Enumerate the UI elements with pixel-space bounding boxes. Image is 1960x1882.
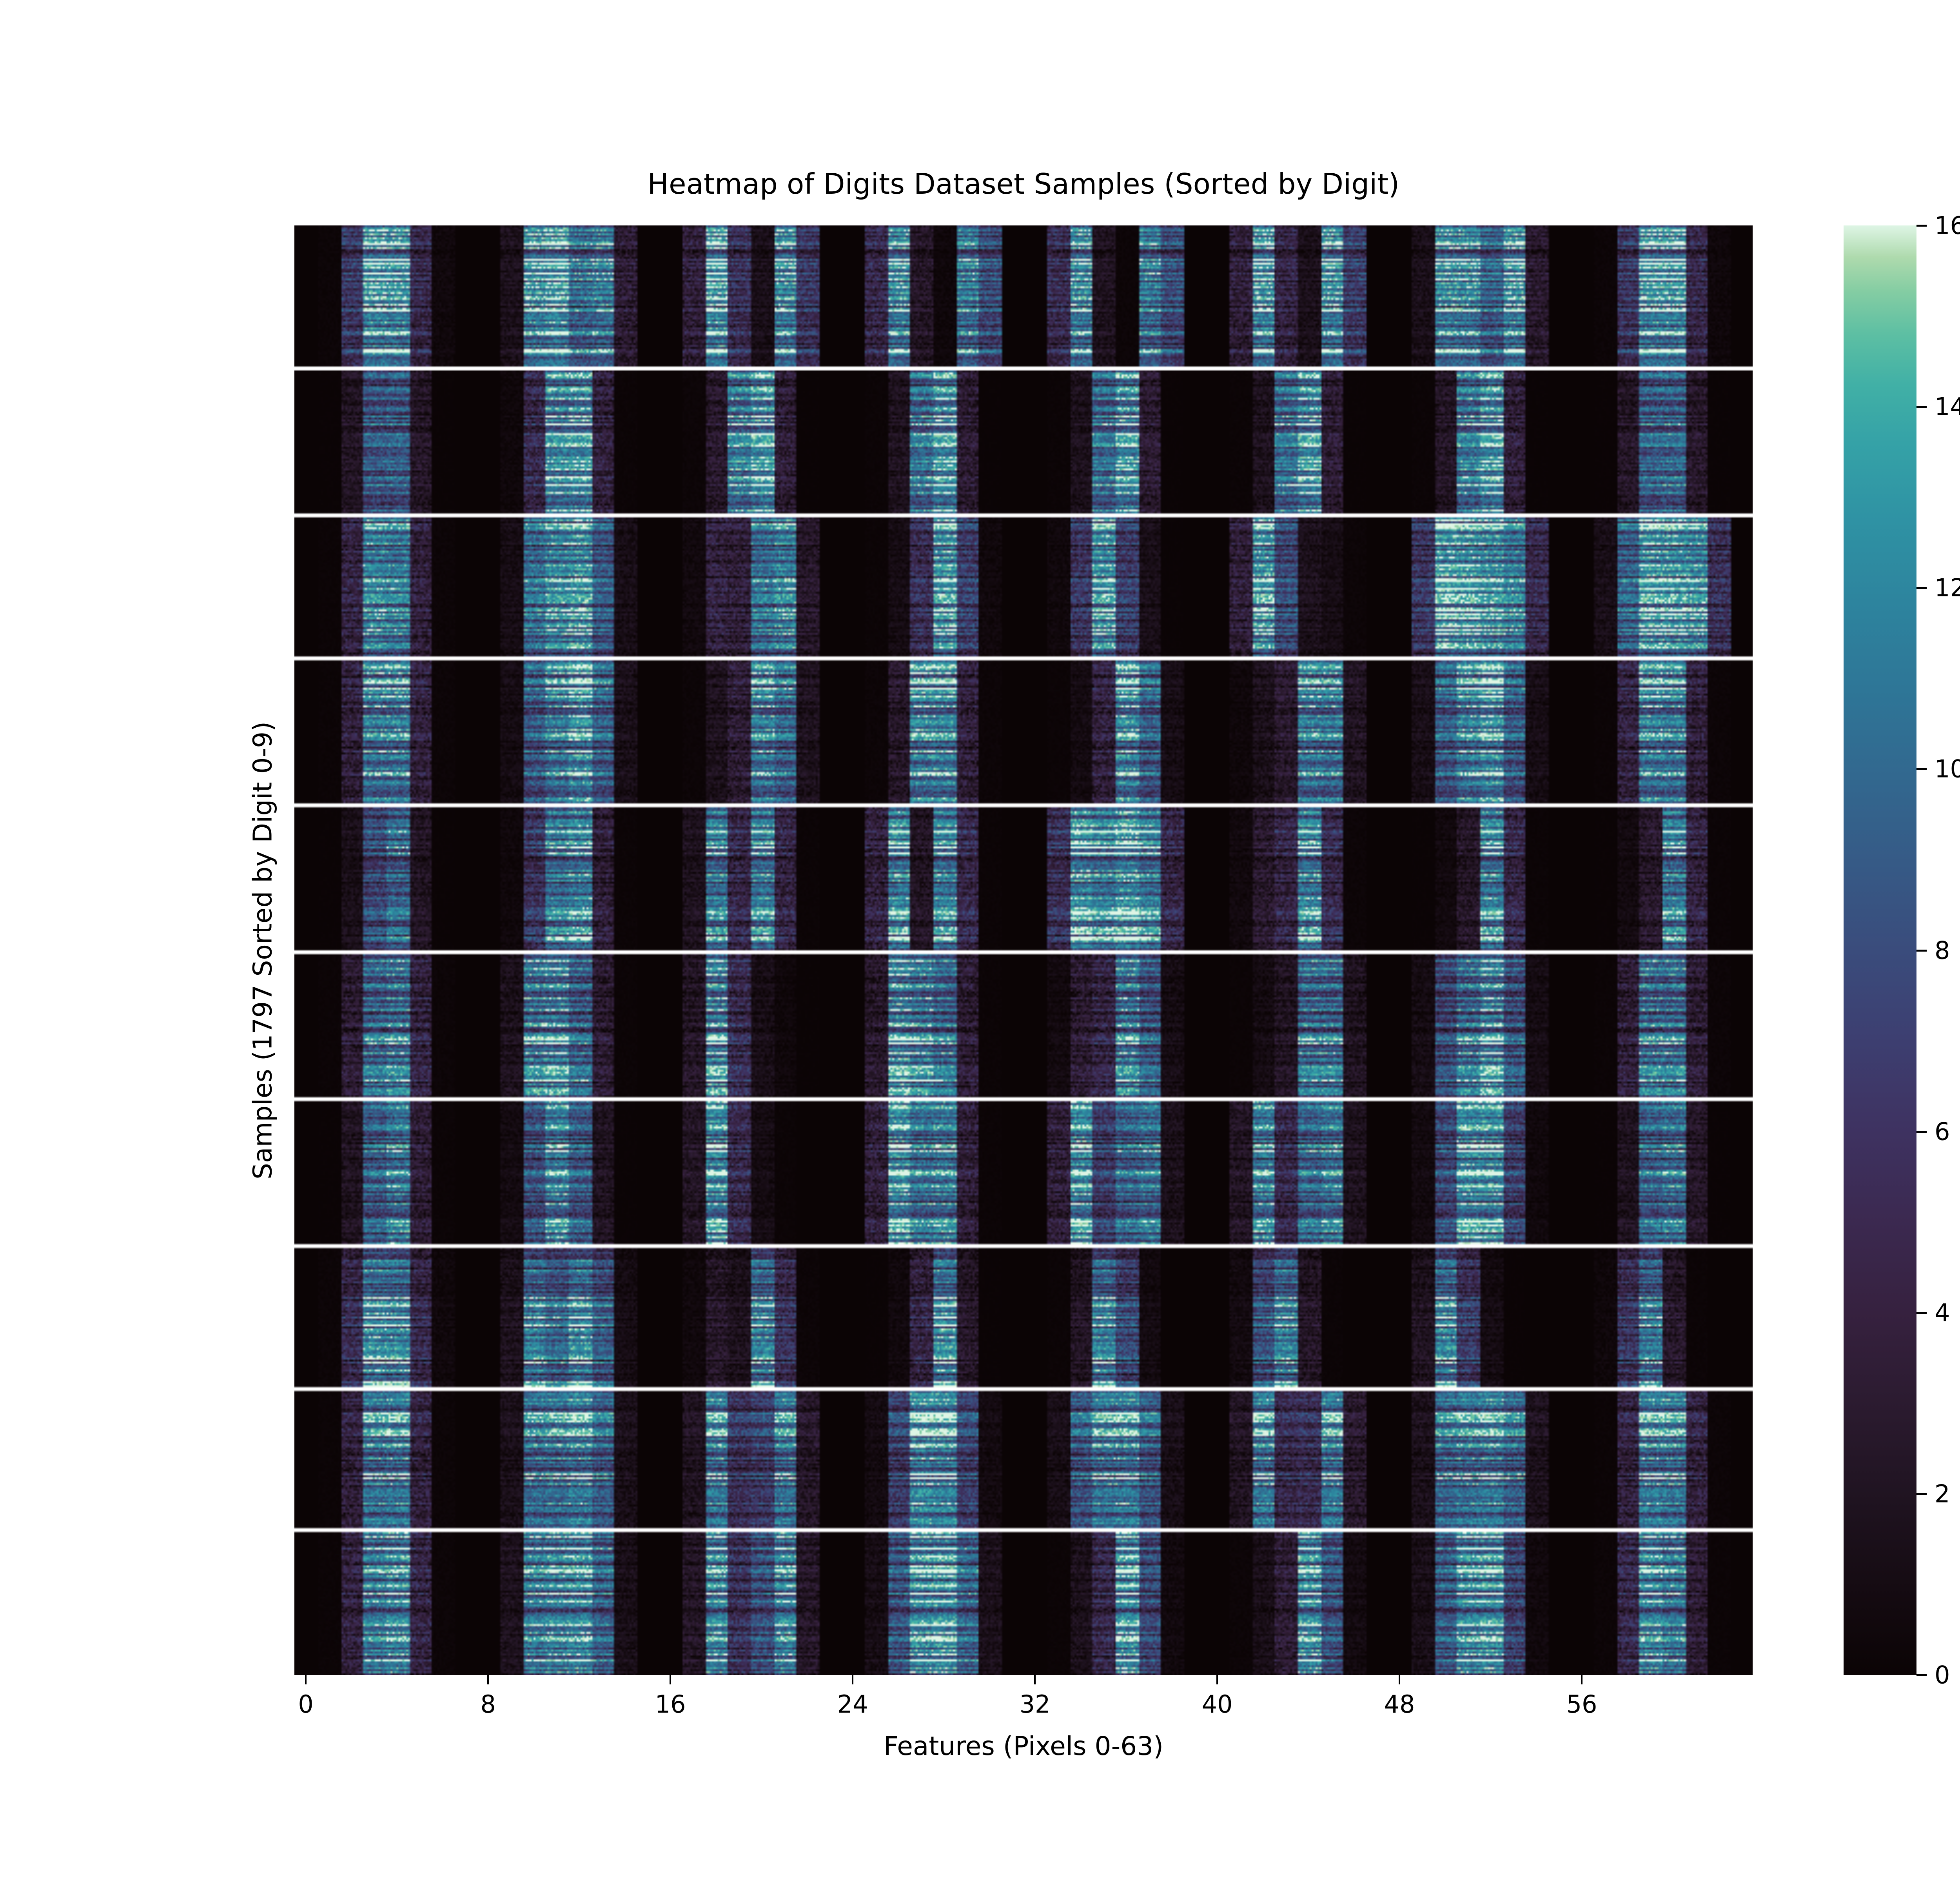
colorbar-tick-label: 12 <box>1935 573 1960 602</box>
colorbar-tick-label: 2 <box>1935 1479 1950 1508</box>
x-tick-mark <box>1216 1675 1218 1684</box>
x-tick-label: 0 <box>298 1690 314 1719</box>
colorbar-tick-mark <box>1916 225 1927 227</box>
colorbar-tick-label: 6 <box>1935 1117 1950 1146</box>
y-axis-label-container: Samples (1797 Sorted by Digit 0-9) <box>247 225 278 1675</box>
colorbar-tick-label: 4 <box>1935 1298 1950 1327</box>
x-tick-label: 40 <box>1201 1690 1233 1719</box>
colorbar: 0 2 4 6 8 10 12 14 16 <box>1844 211 1960 1689</box>
heatmap-plot-area <box>294 225 1753 1675</box>
y-axis-label: Samples (1797 Sorted by Digit 0-9) <box>247 721 278 1179</box>
colorbar-gradient <box>1844 225 1916 1675</box>
x-tick-label: 24 <box>837 1690 868 1719</box>
colorbar-tick-mark <box>1916 1674 1927 1676</box>
x-tick-label: 16 <box>655 1690 686 1719</box>
colorbar-tick-mark <box>1916 587 1927 589</box>
x-tick-mark <box>852 1675 854 1684</box>
colorbar-tick-label: 16 <box>1935 211 1960 240</box>
colorbar-tick-mark <box>1916 768 1927 770</box>
colorbar-tick-label: 14 <box>1935 392 1960 421</box>
heatmap-image <box>294 225 1753 1675</box>
x-tick-mark <box>1399 1675 1401 1684</box>
x-tick-mark <box>305 1675 307 1684</box>
colorbar-tick-mark <box>1916 406 1927 408</box>
colorbar-tick-mark <box>1916 1312 1927 1314</box>
x-tick-label: 8 <box>480 1690 496 1719</box>
x-tick-label: 32 <box>1019 1690 1051 1719</box>
page-title: Heatmap of Digits Dataset Samples (Sorte… <box>647 167 1400 200</box>
colorbar-tick-label: 8 <box>1935 936 1950 965</box>
x-tick-label: 56 <box>1566 1690 1597 1719</box>
colorbar-tick-mark <box>1916 1130 1927 1133</box>
x-axis-label: Features (Pixels 0-63) <box>883 1731 1164 1761</box>
colorbar-tick-label: 10 <box>1935 754 1960 783</box>
x-tick-mark <box>1034 1675 1036 1684</box>
x-tick-mark <box>487 1675 489 1684</box>
x-tick-label: 48 <box>1384 1690 1415 1719</box>
colorbar-tick-mark <box>1916 949 1927 952</box>
colorbar-tick-mark <box>1916 1493 1927 1495</box>
colorbar-tick-label: 0 <box>1935 1660 1950 1689</box>
x-tick-mark <box>670 1675 671 1684</box>
x-tick-mark <box>1581 1675 1583 1684</box>
